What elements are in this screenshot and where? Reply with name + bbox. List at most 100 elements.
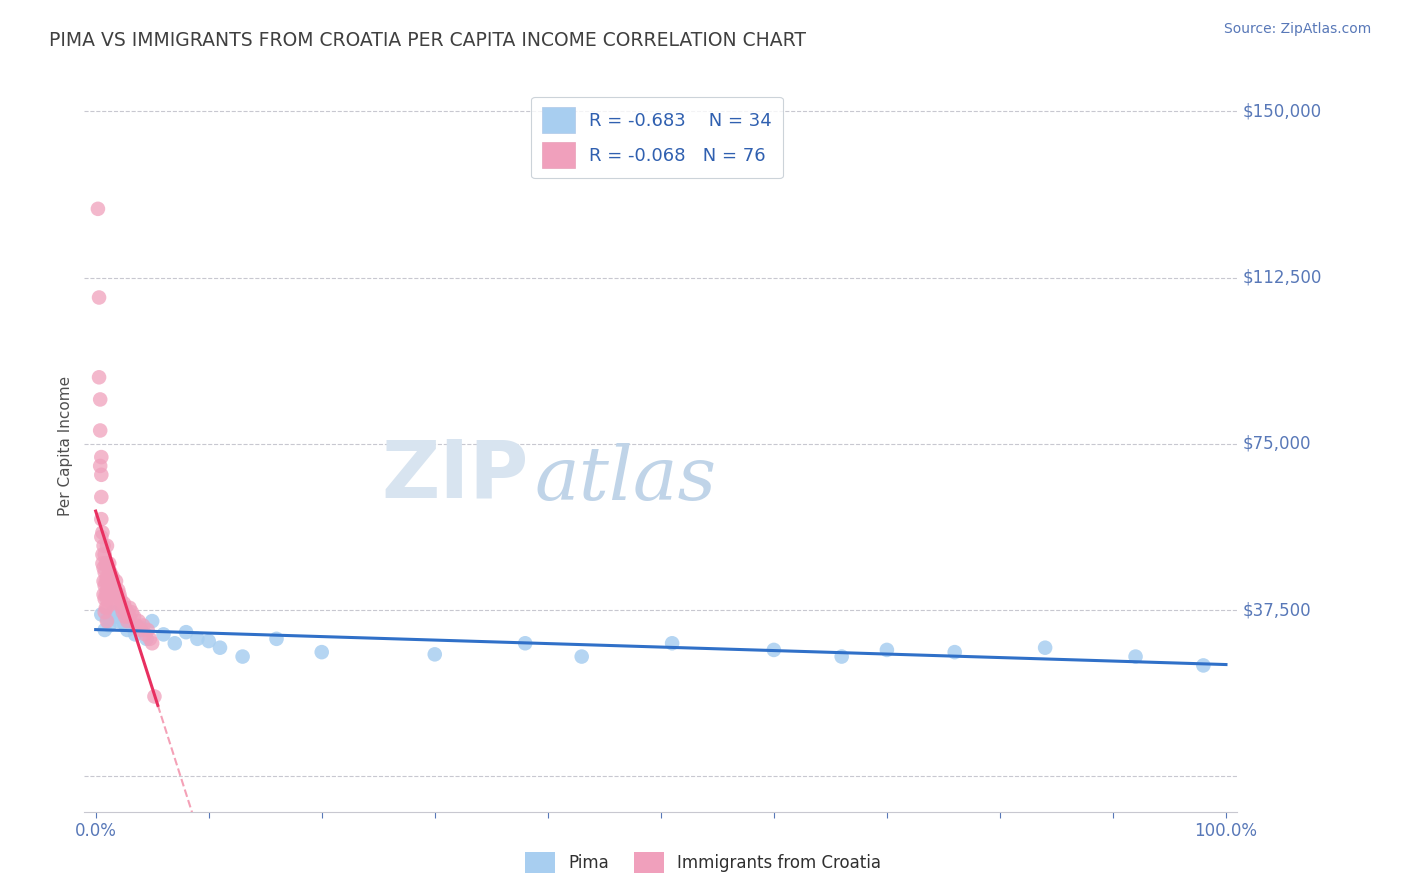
Y-axis label: Per Capita Income: Per Capita Income xyxy=(58,376,73,516)
Point xyxy=(134,627,156,641)
Point xyxy=(112,596,135,610)
Point xyxy=(122,609,145,624)
Point xyxy=(87,291,110,305)
Point xyxy=(98,579,121,593)
Point xyxy=(943,645,966,659)
Point xyxy=(107,596,129,610)
Point xyxy=(91,557,114,571)
Point xyxy=(93,587,115,601)
Point xyxy=(111,600,134,615)
Point xyxy=(132,618,155,632)
Point xyxy=(112,616,135,631)
Point xyxy=(91,548,114,562)
Point xyxy=(103,587,125,601)
Point xyxy=(93,579,115,593)
Point xyxy=(1033,640,1056,655)
Point xyxy=(89,458,111,473)
Point xyxy=(101,596,124,610)
Point xyxy=(96,600,118,615)
Point xyxy=(94,587,117,601)
Point xyxy=(128,614,150,628)
Legend: Pima, Immigrants from Croatia: Pima, Immigrants from Croatia xyxy=(519,846,887,880)
Point xyxy=(98,557,121,571)
Point xyxy=(105,587,128,601)
Text: $37,500: $37,500 xyxy=(1243,601,1312,619)
Point xyxy=(87,370,110,384)
Point xyxy=(105,609,128,624)
Point xyxy=(135,632,157,646)
Point xyxy=(266,632,288,646)
Point xyxy=(1125,649,1147,664)
Text: Source: ZipAtlas.com: Source: ZipAtlas.com xyxy=(1223,22,1371,37)
Point xyxy=(97,574,120,589)
Point xyxy=(90,467,112,482)
Point xyxy=(100,587,122,601)
Point xyxy=(129,623,152,637)
Point xyxy=(101,583,124,598)
Point xyxy=(98,618,121,632)
Point xyxy=(100,574,122,589)
Point xyxy=(831,649,853,664)
Point xyxy=(571,649,593,664)
Point xyxy=(118,609,141,624)
Point xyxy=(90,607,112,622)
Point xyxy=(96,612,118,626)
Point xyxy=(232,649,254,664)
Legend: R = -0.683    N = 34, R = -0.068   N = 76: R = -0.683 N = 34, R = -0.068 N = 76 xyxy=(531,96,783,178)
Point xyxy=(107,614,129,628)
Point xyxy=(89,424,111,438)
Point xyxy=(90,490,112,504)
Point xyxy=(515,636,537,650)
Point xyxy=(90,450,112,464)
Point xyxy=(93,591,115,606)
Point xyxy=(108,587,131,601)
Point xyxy=(1192,658,1215,673)
Point xyxy=(93,574,115,589)
Point xyxy=(423,648,446,662)
Point xyxy=(90,530,112,544)
Point xyxy=(91,525,114,540)
Point xyxy=(124,627,146,641)
Point xyxy=(93,605,115,619)
Text: PIMA VS IMMIGRANTS FROM CROATIA PER CAPITA INCOME CORRELATION CHART: PIMA VS IMMIGRANTS FROM CROATIA PER CAPI… xyxy=(49,31,806,50)
Point xyxy=(114,609,136,624)
Point xyxy=(118,600,141,615)
Point xyxy=(103,579,125,593)
Point xyxy=(152,627,174,641)
Point xyxy=(96,570,118,584)
Point xyxy=(98,583,121,598)
Point xyxy=(141,636,163,650)
Point xyxy=(94,600,117,615)
Point xyxy=(111,605,134,619)
Text: ZIP: ZIP xyxy=(381,436,529,515)
Point xyxy=(117,614,139,628)
Point xyxy=(96,583,118,598)
Point xyxy=(114,600,136,615)
Point xyxy=(96,539,118,553)
Point xyxy=(98,566,121,580)
Point xyxy=(117,605,139,619)
Point xyxy=(197,634,219,648)
Point xyxy=(661,636,683,650)
Point xyxy=(93,548,115,562)
Point xyxy=(117,623,139,637)
Point xyxy=(89,392,111,407)
Point xyxy=(94,557,117,571)
Point xyxy=(97,561,120,575)
Point xyxy=(118,618,141,632)
Point xyxy=(311,645,333,659)
Point xyxy=(90,512,112,526)
Point xyxy=(98,570,121,584)
Point xyxy=(129,621,152,635)
Point xyxy=(762,643,785,657)
Point xyxy=(186,632,208,646)
Point xyxy=(87,202,110,216)
Point xyxy=(208,640,231,655)
Point xyxy=(93,539,115,553)
Point xyxy=(125,618,148,632)
Text: atlas: atlas xyxy=(534,442,716,516)
Point xyxy=(121,605,143,619)
Point xyxy=(174,625,197,640)
Text: $75,000: $75,000 xyxy=(1243,434,1312,453)
Point xyxy=(107,583,129,598)
